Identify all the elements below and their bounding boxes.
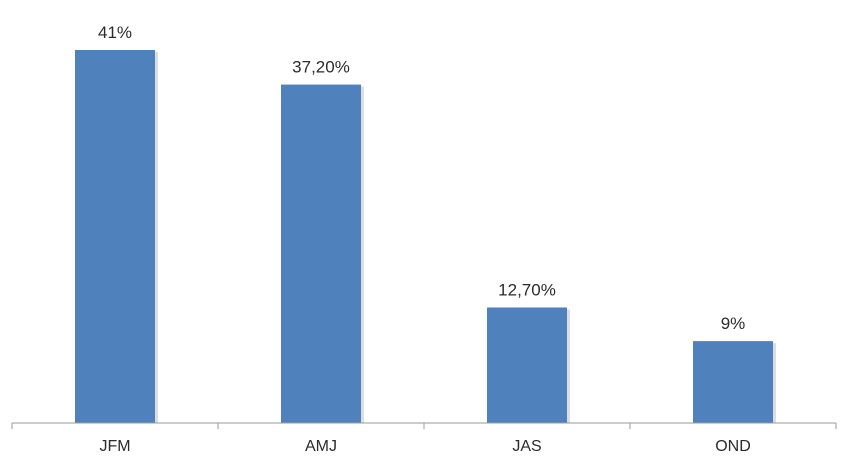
x-tick-label-amj: AMJ [305, 438, 337, 455]
bar-ond [693, 341, 773, 423]
x-tick-label-ond: OND [715, 438, 751, 455]
x-tick-label-jas: JAS [512, 438, 541, 455]
x-tick-label-jfm: JFM [99, 438, 130, 455]
bar-jas [487, 307, 567, 423]
x-axis [11, 422, 837, 429]
labels-layer: 41% JFM 37,20% AMJ 12,70% JAS 9% OND [98, 23, 751, 455]
bars-layer [75, 50, 776, 423]
data-label-ond: 9% [721, 314, 746, 333]
data-label-jas: 12,70% [498, 280, 556, 299]
bar-amj [281, 84, 361, 423]
bar-jfm [75, 50, 155, 423]
data-label-jfm: 41% [98, 23, 132, 42]
data-label-amj: 37,20% [292, 58, 350, 77]
